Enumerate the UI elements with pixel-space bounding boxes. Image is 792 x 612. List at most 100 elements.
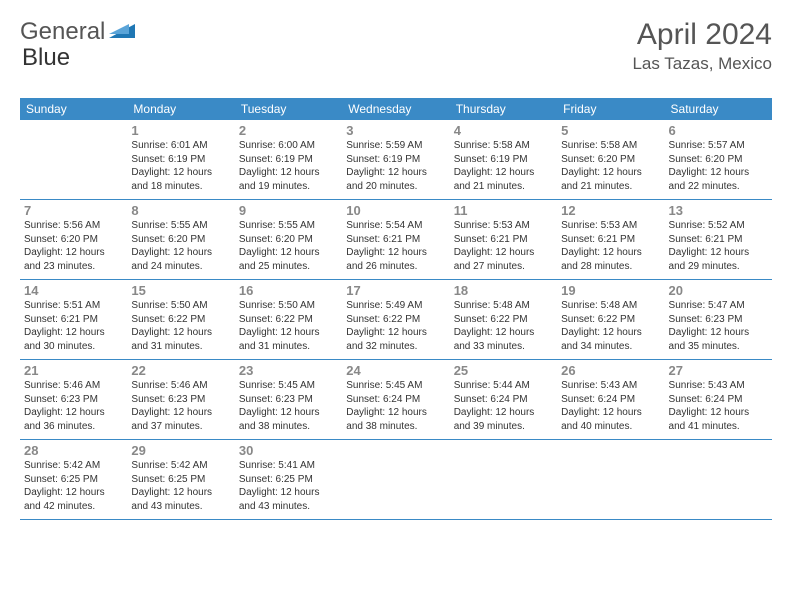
- day-cell: 12Sunrise: 5:53 AMSunset: 6:21 PMDayligh…: [557, 200, 664, 279]
- sunrise-text: Sunrise: 6:00 AM: [239, 139, 338, 153]
- day-cell: 11Sunrise: 5:53 AMSunset: 6:21 PMDayligh…: [450, 200, 557, 279]
- day-number: 26: [561, 363, 660, 378]
- day-cell: 17Sunrise: 5:49 AMSunset: 6:22 PMDayligh…: [342, 280, 449, 359]
- sunrise-text: Sunrise: 5:55 AM: [131, 219, 230, 233]
- daylight-text-2: and 20 minutes.: [346, 180, 445, 194]
- sunrise-text: Sunrise: 5:46 AM: [131, 379, 230, 393]
- day-number: 3: [346, 123, 445, 138]
- daylight-text-2: and 26 minutes.: [346, 260, 445, 274]
- sunrise-text: Sunrise: 5:50 AM: [131, 299, 230, 313]
- sunset-text: Sunset: 6:21 PM: [346, 233, 445, 247]
- day-info: Sunrise: 5:49 AMSunset: 6:22 PMDaylight:…: [346, 299, 445, 353]
- daylight-text-1: Daylight: 12 hours: [24, 486, 123, 500]
- day-number: 20: [669, 283, 768, 298]
- sunset-text: Sunset: 6:21 PM: [454, 233, 553, 247]
- daylight-text-2: and 39 minutes.: [454, 420, 553, 434]
- daylight-text-1: Daylight: 12 hours: [131, 166, 230, 180]
- day-cell: 1Sunrise: 6:01 AMSunset: 6:19 PMDaylight…: [127, 120, 234, 199]
- day-cell: 2Sunrise: 6:00 AMSunset: 6:19 PMDaylight…: [235, 120, 342, 199]
- sunrise-text: Sunrise: 5:41 AM: [239, 459, 338, 473]
- day-number: 23: [239, 363, 338, 378]
- day-number: 22: [131, 363, 230, 378]
- sunrise-text: Sunrise: 5:58 AM: [454, 139, 553, 153]
- day-number: 12: [561, 203, 660, 218]
- day-number: 30: [239, 443, 338, 458]
- daylight-text-2: and 33 minutes.: [454, 340, 553, 354]
- sunset-text: Sunset: 6:21 PM: [669, 233, 768, 247]
- day-cell: 4Sunrise: 5:58 AMSunset: 6:19 PMDaylight…: [450, 120, 557, 199]
- sunset-text: Sunset: 6:23 PM: [239, 393, 338, 407]
- daylight-text-1: Daylight: 12 hours: [131, 406, 230, 420]
- sunset-text: Sunset: 6:22 PM: [131, 313, 230, 327]
- sunrise-text: Sunrise: 5:54 AM: [346, 219, 445, 233]
- day-info: Sunrise: 5:58 AMSunset: 6:20 PMDaylight:…: [561, 139, 660, 193]
- day-cell: 26Sunrise: 5:43 AMSunset: 6:24 PMDayligh…: [557, 360, 664, 439]
- day-info: Sunrise: 5:55 AMSunset: 6:20 PMDaylight:…: [239, 219, 338, 273]
- sunrise-text: Sunrise: 5:58 AM: [561, 139, 660, 153]
- daylight-text-1: Daylight: 12 hours: [561, 246, 660, 260]
- sunrise-text: Sunrise: 5:50 AM: [239, 299, 338, 313]
- day-info: Sunrise: 5:51 AMSunset: 6:21 PMDaylight:…: [24, 299, 123, 353]
- day-cell: 23Sunrise: 5:45 AMSunset: 6:23 PMDayligh…: [235, 360, 342, 439]
- day-number: 6: [669, 123, 768, 138]
- day-info: Sunrise: 5:42 AMSunset: 6:25 PMDaylight:…: [131, 459, 230, 513]
- day-info: Sunrise: 5:56 AMSunset: 6:20 PMDaylight:…: [24, 219, 123, 273]
- day-number: 19: [561, 283, 660, 298]
- daylight-text-1: Daylight: 12 hours: [454, 166, 553, 180]
- sunrise-text: Sunrise: 5:49 AM: [346, 299, 445, 313]
- day-cell: 22Sunrise: 5:46 AMSunset: 6:23 PMDayligh…: [127, 360, 234, 439]
- day-info: Sunrise: 5:43 AMSunset: 6:24 PMDaylight:…: [669, 379, 768, 433]
- day-number: 24: [346, 363, 445, 378]
- day-cell: 13Sunrise: 5:52 AMSunset: 6:21 PMDayligh…: [665, 200, 772, 279]
- daylight-text-1: Daylight: 12 hours: [669, 246, 768, 260]
- daylight-text-2: and 43 minutes.: [131, 500, 230, 514]
- day-info: Sunrise: 5:55 AMSunset: 6:20 PMDaylight:…: [131, 219, 230, 273]
- sunrise-text: Sunrise: 5:52 AM: [669, 219, 768, 233]
- day-number: 11: [454, 203, 553, 218]
- sunset-text: Sunset: 6:19 PM: [131, 153, 230, 167]
- week-row: 28Sunrise: 5:42 AMSunset: 6:25 PMDayligh…: [20, 440, 772, 520]
- sunset-text: Sunset: 6:19 PM: [239, 153, 338, 167]
- week-row: 7Sunrise: 5:56 AMSunset: 6:20 PMDaylight…: [20, 200, 772, 280]
- daylight-text-2: and 34 minutes.: [561, 340, 660, 354]
- daylight-text-1: Daylight: 12 hours: [239, 326, 338, 340]
- day-info: Sunrise: 5:46 AMSunset: 6:23 PMDaylight:…: [24, 379, 123, 433]
- daylight-text-2: and 24 minutes.: [131, 260, 230, 274]
- empty-cell: [450, 440, 557, 519]
- day-info: Sunrise: 5:45 AMSunset: 6:24 PMDaylight:…: [346, 379, 445, 433]
- daylight-text-1: Daylight: 12 hours: [24, 406, 123, 420]
- title-block: April 2024 Las Tazas, Mexico: [632, 18, 772, 74]
- sunset-text: Sunset: 6:20 PM: [561, 153, 660, 167]
- daylight-text-2: and 29 minutes.: [669, 260, 768, 274]
- daylight-text-2: and 38 minutes.: [346, 420, 445, 434]
- sunset-text: Sunset: 6:24 PM: [454, 393, 553, 407]
- daylight-text-1: Daylight: 12 hours: [346, 246, 445, 260]
- daylight-text-1: Daylight: 12 hours: [346, 326, 445, 340]
- sunrise-text: Sunrise: 5:46 AM: [24, 379, 123, 393]
- daylight-text-2: and 37 minutes.: [131, 420, 230, 434]
- day-cell: 5Sunrise: 5:58 AMSunset: 6:20 PMDaylight…: [557, 120, 664, 199]
- day-number: 29: [131, 443, 230, 458]
- day-number: 10: [346, 203, 445, 218]
- day-info: Sunrise: 5:43 AMSunset: 6:24 PMDaylight:…: [561, 379, 660, 433]
- daylight-text-2: and 36 minutes.: [24, 420, 123, 434]
- sunrise-text: Sunrise: 5:45 AM: [239, 379, 338, 393]
- daylight-text-1: Daylight: 12 hours: [346, 166, 445, 180]
- daylight-text-2: and 41 minutes.: [669, 420, 768, 434]
- day-number: 1: [131, 123, 230, 138]
- calendar-page: General April 2024 Las Tazas, Mexico Blu…: [0, 0, 792, 530]
- daylight-text-2: and 38 minutes.: [239, 420, 338, 434]
- day-number: 18: [454, 283, 553, 298]
- daylight-text-2: and 31 minutes.: [131, 340, 230, 354]
- daylight-text-1: Daylight: 12 hours: [454, 326, 553, 340]
- day-cell: 10Sunrise: 5:54 AMSunset: 6:21 PMDayligh…: [342, 200, 449, 279]
- daylight-text-2: and 27 minutes.: [454, 260, 553, 274]
- day-number: 14: [24, 283, 123, 298]
- week-row: 1Sunrise: 6:01 AMSunset: 6:19 PMDaylight…: [20, 120, 772, 200]
- day-number: 5: [561, 123, 660, 138]
- daylight-text-1: Daylight: 12 hours: [239, 486, 338, 500]
- day-number: 4: [454, 123, 553, 138]
- sunset-text: Sunset: 6:22 PM: [561, 313, 660, 327]
- day-header-thursday: Thursday: [450, 98, 557, 120]
- calendar-grid: SundayMondayTuesdayWednesdayThursdayFrid…: [20, 98, 772, 520]
